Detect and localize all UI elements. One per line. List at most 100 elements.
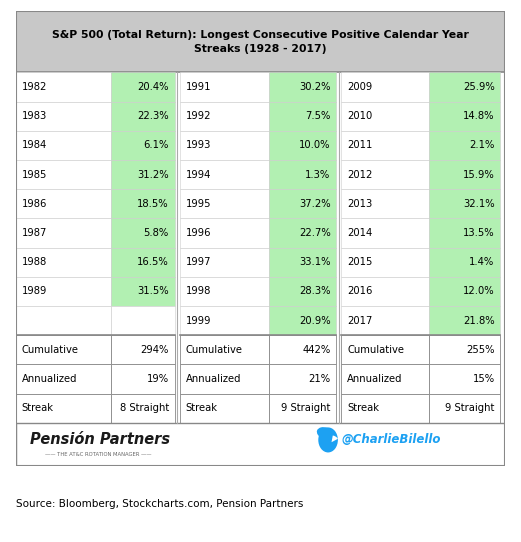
Bar <box>180 393 269 423</box>
Bar <box>269 160 337 189</box>
Text: 21%: 21% <box>308 374 330 384</box>
Bar <box>429 131 501 160</box>
Text: 22.7%: 22.7% <box>299 228 330 238</box>
Text: 1993: 1993 <box>185 140 211 150</box>
Text: Cumulative: Cumulative <box>21 345 79 355</box>
Bar <box>429 72 501 101</box>
Bar <box>341 306 429 335</box>
Text: —— THE AT&C ROTATION MANAGER ——: —— THE AT&C ROTATION MANAGER —— <box>45 452 152 457</box>
Text: Streak: Streak <box>185 403 218 413</box>
Bar <box>429 101 501 131</box>
Bar <box>341 335 429 364</box>
Bar <box>341 72 429 101</box>
Bar <box>180 189 269 218</box>
Bar <box>180 364 269 393</box>
Text: 20.4%: 20.4% <box>138 82 169 92</box>
Text: 9 Straight: 9 Straight <box>281 403 330 413</box>
Text: 2009: 2009 <box>347 82 373 92</box>
Bar <box>269 131 337 160</box>
Text: 18.5%: 18.5% <box>138 199 169 209</box>
Text: 1987: 1987 <box>21 228 47 238</box>
Text: 25.9%: 25.9% <box>463 82 494 92</box>
Text: 1989: 1989 <box>21 286 47 296</box>
Bar <box>111 131 175 160</box>
Bar <box>111 101 175 131</box>
Bar <box>111 277 175 306</box>
Bar <box>429 335 501 364</box>
Text: 31.5%: 31.5% <box>138 286 169 296</box>
Text: 30.2%: 30.2% <box>299 82 330 92</box>
Text: 1988: 1988 <box>21 257 47 267</box>
Text: 15.9%: 15.9% <box>463 170 494 179</box>
Text: 1998: 1998 <box>185 286 211 296</box>
Text: 7.5%: 7.5% <box>305 111 330 121</box>
Bar <box>180 160 269 189</box>
Text: 16.5%: 16.5% <box>137 257 169 267</box>
Bar <box>180 335 269 364</box>
Text: @CharlieBilello: @CharlieBilello <box>341 434 441 447</box>
Bar <box>16 131 111 160</box>
Text: 2016: 2016 <box>347 286 373 296</box>
Text: Cumulative: Cumulative <box>347 345 404 355</box>
Text: 2011: 2011 <box>347 140 373 150</box>
Bar <box>341 189 429 218</box>
Bar <box>16 306 111 335</box>
Text: 2017: 2017 <box>347 315 373 326</box>
Text: 255%: 255% <box>466 345 494 355</box>
Text: 2014: 2014 <box>347 228 373 238</box>
Bar <box>269 218 337 248</box>
Text: 1994: 1994 <box>185 170 211 179</box>
Text: Annualized: Annualized <box>347 374 403 384</box>
Text: 20.9%: 20.9% <box>299 315 330 326</box>
Text: 22.3%: 22.3% <box>138 111 169 121</box>
Wedge shape <box>331 435 338 442</box>
Bar <box>16 101 111 131</box>
Bar <box>341 248 429 277</box>
Bar <box>269 248 337 277</box>
Text: 15%: 15% <box>473 374 494 384</box>
Bar <box>16 189 111 218</box>
Text: 37.2%: 37.2% <box>299 199 330 209</box>
Text: 14.8%: 14.8% <box>463 111 494 121</box>
Text: Annualized: Annualized <box>185 374 241 384</box>
Text: Source: Bloomberg, Stockcharts.com, Pension Partners: Source: Bloomberg, Stockcharts.com, Pens… <box>16 499 303 509</box>
Text: 1.4%: 1.4% <box>469 257 494 267</box>
Bar <box>180 101 269 131</box>
Text: 2013: 2013 <box>347 199 373 209</box>
Bar <box>269 306 337 335</box>
Ellipse shape <box>318 428 338 453</box>
Bar <box>341 131 429 160</box>
Bar <box>429 393 501 423</box>
Text: 1999: 1999 <box>185 315 211 326</box>
Text: 31.2%: 31.2% <box>138 170 169 179</box>
Bar <box>16 277 111 306</box>
Bar <box>16 218 111 248</box>
Bar <box>180 248 269 277</box>
Text: 2015: 2015 <box>347 257 373 267</box>
Bar <box>16 335 111 364</box>
Bar <box>16 72 111 101</box>
Bar <box>429 248 501 277</box>
Bar <box>180 131 269 160</box>
Text: 442%: 442% <box>302 345 330 355</box>
Bar <box>180 218 269 248</box>
Bar <box>429 160 501 189</box>
Text: 1986: 1986 <box>21 199 47 209</box>
Bar <box>269 72 337 101</box>
Bar <box>111 306 175 335</box>
Text: 33.1%: 33.1% <box>299 257 330 267</box>
Ellipse shape <box>317 427 333 439</box>
Text: 1995: 1995 <box>185 199 211 209</box>
Text: 1.3%: 1.3% <box>305 170 330 179</box>
Bar <box>341 160 429 189</box>
Text: Annualized: Annualized <box>21 374 77 384</box>
Bar <box>111 72 175 101</box>
Text: 19%: 19% <box>147 374 169 384</box>
Text: 2010: 2010 <box>347 111 373 121</box>
Bar <box>341 218 429 248</box>
Bar <box>429 277 501 306</box>
Bar <box>341 364 429 393</box>
Bar <box>111 189 175 218</box>
Text: 21.8%: 21.8% <box>463 315 494 326</box>
Text: 2012: 2012 <box>347 170 373 179</box>
